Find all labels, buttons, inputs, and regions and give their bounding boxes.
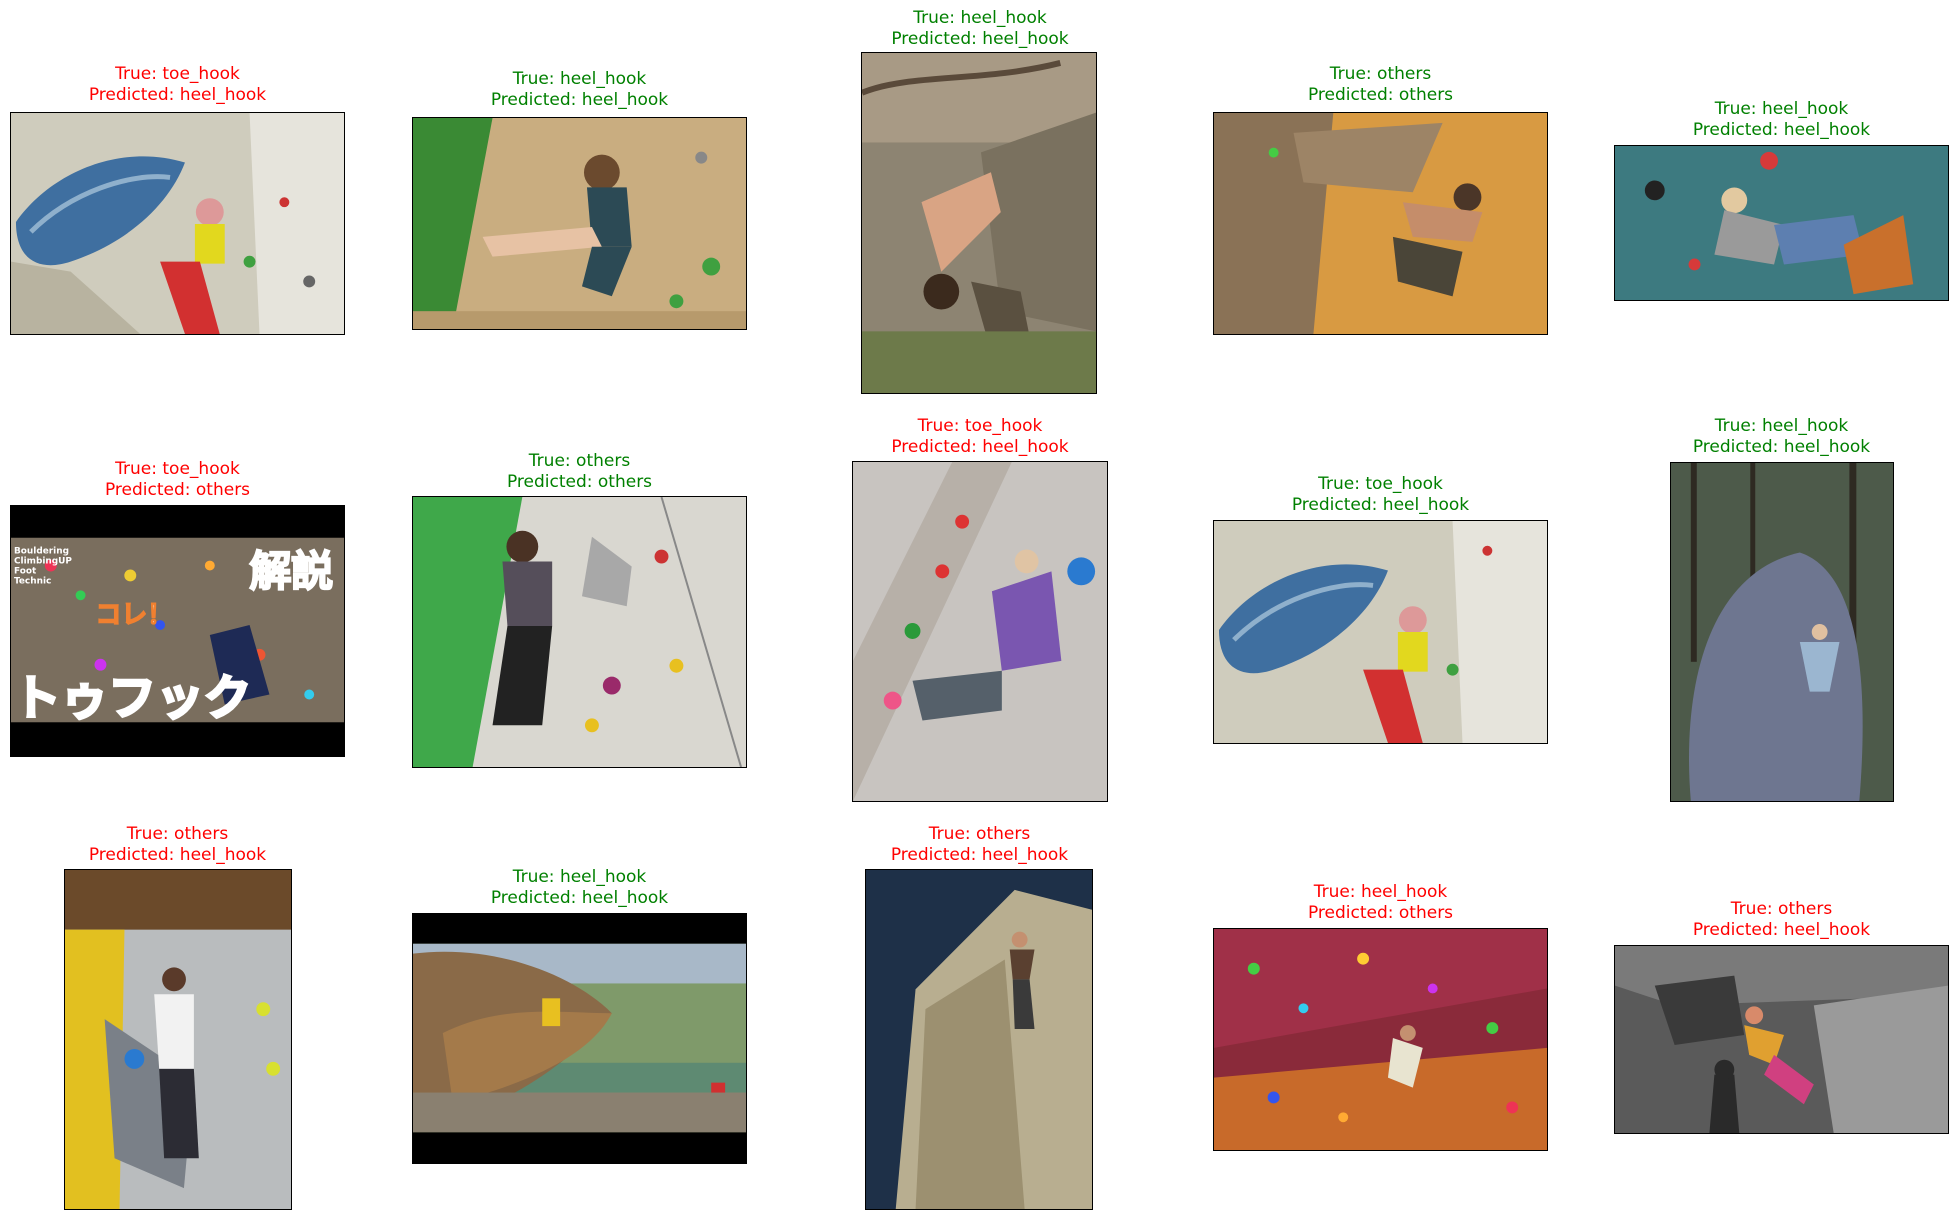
thumb-brand-text: Technic [14, 576, 51, 586]
predicted-label: Predicted: heel_hook [1692, 920, 1871, 940]
true-label: True: others [126, 824, 229, 844]
panel-caption: True: heel_hook Predicted: heel_hook [412, 867, 747, 909]
panel-13: True: others Predicted: heel_hook [865, 824, 1093, 1210]
video-thumbnail: 解説 コレ！ トゥフック Bouldering ClimbingUP Foot … [10, 505, 345, 757]
predicted-label: Predicted: heel_hook [88, 85, 267, 105]
true-label: True: heel_hook [512, 867, 647, 887]
panel-caption: True: others Predicted: heel_hook [812, 824, 1147, 866]
true-label: True: heel_hook [913, 8, 1047, 28]
thumb-brand-text: Bouldering [14, 547, 69, 557]
true-label: True: others [928, 824, 1031, 844]
panel-9: True: toe_hook Predicted: heel_hook [1213, 474, 1548, 744]
panel-caption: True: toe_hook Predicted: others [10, 459, 345, 501]
panel-15: True: others Predicted: heel_hook [1614, 899, 1949, 1134]
true-label: True: heel_hook [1313, 882, 1448, 902]
predicted-label: Predicted: heel_hook [891, 29, 1069, 49]
true-label: True: others [1730, 899, 1833, 919]
panel-12: True: heel_hook Predicted: heel_hook [412, 867, 747, 1164]
climbing-photo [861, 52, 1097, 394]
predicted-label: Predicted: heel_hook [891, 437, 1069, 457]
true-label: True: heel_hook [1714, 99, 1849, 119]
panel-2: True: heel_hook Predicted: heel_hook [412, 69, 747, 331]
panel-caption: True: others Predicted: heel_hook [1614, 899, 1949, 941]
true-label: True: others [528, 451, 631, 471]
panel-8: True: toe_hook Predicted: heel_hook [852, 416, 1108, 802]
predicted-label: Predicted: heel_hook [490, 888, 669, 908]
panel-14: True: heel_hook Predicted: others [1213, 882, 1548, 1151]
climbing-photo [1213, 520, 1548, 744]
panel-caption: True: heel_hook Predicted: heel_hook [1614, 99, 1949, 141]
true-label: True: heel_hook [1714, 416, 1849, 436]
panel-caption: True: others Predicted: others [1213, 64, 1548, 106]
climbing-photo [1614, 945, 1949, 1134]
panel-caption: True: toe_hook Predicted: heel_hook [10, 64, 345, 106]
true-label: True: toe_hook [115, 64, 240, 84]
climbing-photo [412, 117, 747, 330]
predicted-label: Predicted: heel_hook [1692, 437, 1871, 457]
climbing-photo [1670, 462, 1894, 802]
panel-caption: True: others Predicted: others [412, 451, 747, 493]
predicted-label: Predicted: heel_hook [1692, 120, 1871, 140]
panel-caption: True: heel_hook Predicted: heel_hook [412, 69, 747, 111]
panel-caption: True: heel_hook Predicted: others [1213, 882, 1548, 924]
climbing-photo [1213, 112, 1548, 335]
panel-caption: True: toe_hook Predicted: heel_hook [852, 416, 1108, 458]
climbing-photo [852, 461, 1108, 802]
true-label: True: others [1329, 64, 1432, 84]
climbing-photo [412, 913, 747, 1164]
climbing-photo [1614, 145, 1949, 301]
true-label: True: heel_hook [512, 69, 647, 89]
predicted-label: Predicted: others [104, 480, 251, 500]
climbing-photo [64, 869, 292, 1210]
climbing-photo [412, 496, 747, 768]
panel-5: True: heel_hook Predicted: heel_hook [1614, 99, 1949, 301]
panel-10: True: heel_hook Predicted: heel_hook [1669, 416, 1894, 802]
panel-1: True: toe_hook Predicted: heel_hook [10, 64, 345, 336]
thumb-brand-text: Foot [14, 566, 37, 576]
panel-6: True: toe_hook Predicted: others 解説 コレ！ … [10, 459, 345, 757]
predicted-label: Predicted: heel_hook [1291, 495, 1470, 515]
predicted-label: Predicted: others [506, 472, 653, 492]
thumb-main-text: トゥフック [13, 671, 252, 726]
predicted-label: Predicted: heel_hook [490, 90, 669, 110]
climbing-photo [865, 869, 1093, 1210]
panel-4: True: others Predicted: others [1213, 64, 1548, 336]
predicted-label: Predicted: heel_hook [88, 845, 267, 865]
true-label: True: toe_hook [917, 416, 1043, 436]
predicted-label: Predicted: others [1307, 903, 1454, 923]
panel-caption: True: toe_hook Predicted: heel_hook [1213, 474, 1548, 516]
panel-7: True: others Predicted: others [412, 451, 747, 768]
climbing-photo [1213, 928, 1548, 1151]
panel-caption: True: heel_hook Predicted: heel_hook [860, 8, 1100, 50]
true-label: True: toe_hook [115, 459, 240, 479]
predicted-label: Predicted: heel_hook [890, 845, 1069, 865]
thumb-title-text: 解説 [250, 546, 333, 595]
thumb-callout-text: コレ！ [95, 600, 172, 630]
panel-caption: True: heel_hook Predicted: heel_hook [1669, 416, 1894, 458]
panel-caption: True: others Predicted: heel_hook [10, 824, 345, 866]
panel-11: True: others Predicted: heel_hook [64, 824, 292, 1210]
climbing-photo [10, 112, 345, 335]
true-label: True: toe_hook [1318, 474, 1443, 494]
predicted-label: Predicted: others [1307, 85, 1454, 105]
thumb-brand-text: ClimbingUP [14, 557, 72, 567]
panel-3: True: heel_hook Predicted: heel_hook [860, 8, 1100, 394]
